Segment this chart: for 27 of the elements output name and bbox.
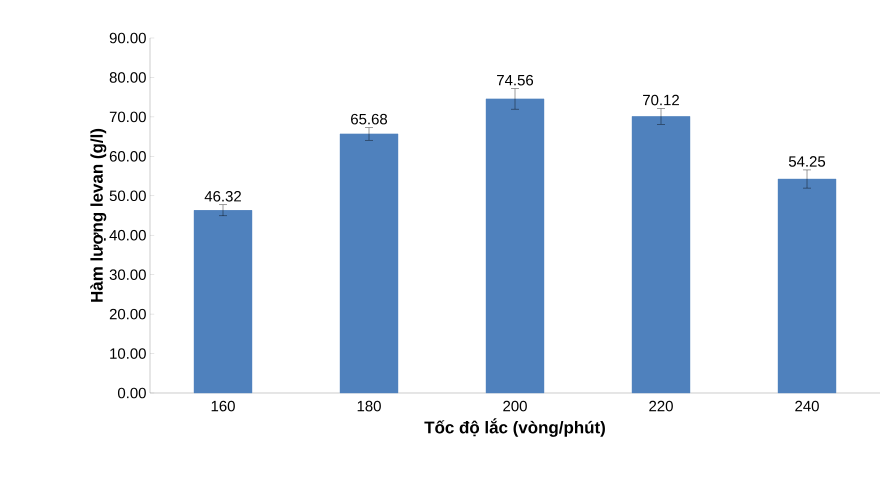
x-tick-label: 180 [358,400,381,412]
y-tick-label: 70.00 [110,112,146,122]
y-tick-label: 20.00 [110,308,146,320]
bar [194,210,252,394]
x-tick-label: 160 [212,400,235,412]
y-tick-label: 60.00 [110,151,146,162]
bar [778,178,836,394]
y-axis-title: Hàm lượng levan (g/l) [90,128,106,302]
y-tick-label: 30.00 [110,269,146,280]
x-tick-label: 200 [503,400,527,412]
data-label: 46.32 [204,190,241,202]
bar [632,116,690,394]
y-tick-label: 0.00 [118,388,146,398]
x-tick-label: 220 [649,400,673,412]
data-label: 65.68 [351,114,388,124]
data-label: 54.25 [788,156,826,167]
y-tick-label: 10.00 [110,348,146,359]
x-tick-label: 240 [795,400,819,412]
x-axis-title: Tốc độ lắc (vòng/phút) [424,418,605,437]
y-tick-label: 50.00 [110,190,146,202]
y-tick-label: 90.00 [110,32,146,44]
bar [340,134,398,394]
bar [486,98,544,394]
data-label: 70.12 [643,94,679,106]
data-label: 74.56 [497,74,534,86]
y-tick-label: 40.00 [109,230,146,241]
y-tick-label: 80.00 [110,72,146,83]
